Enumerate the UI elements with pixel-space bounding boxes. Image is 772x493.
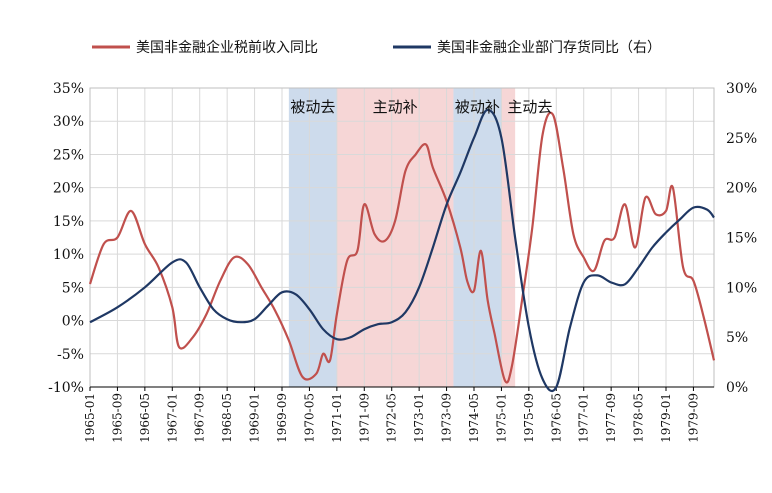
x-tick-label: 1979-09 xyxy=(686,393,700,443)
region-labels: 被动去 主动补 被动补 主动去 xyxy=(290,98,552,116)
y-right-tick-label: 10% xyxy=(726,280,757,296)
y-left-tick-label: 20% xyxy=(53,181,84,197)
region-active-1 xyxy=(336,88,454,387)
legend-label-inventory: 美国非金融企业部门存货同比（右） xyxy=(437,39,661,56)
region-label: 被动去 xyxy=(290,98,335,116)
y-left-tick-label: 30% xyxy=(53,114,84,130)
y-right-tick-label: 20% xyxy=(726,181,757,197)
y-left-tick-label: 35% xyxy=(53,81,84,97)
y-axis-right: 30% 25% 20% 15% 10% 5% 0% xyxy=(726,81,757,396)
x-axis: 1965-01 1965-09 1966-05 1967-01 1967-09 1968-… xyxy=(83,386,714,443)
x-tick-label: 1969-09 xyxy=(275,393,289,443)
region-active-3 xyxy=(501,88,516,387)
y-right-tick-label: 0% xyxy=(726,380,748,396)
y-left-tick-label: 0% xyxy=(62,314,84,330)
gridlines xyxy=(89,87,715,388)
x-tick-label: 1970-05 xyxy=(302,393,316,443)
x-tick-label: 1977-09 xyxy=(604,393,618,443)
x-tick-label: 1965-09 xyxy=(110,393,124,443)
y-right-tick-label: 15% xyxy=(726,231,757,247)
x-tick-label: 1976-05 xyxy=(549,393,563,443)
x-tick-label: 1978-05 xyxy=(632,393,646,443)
y-right-tick-label: 25% xyxy=(726,131,757,147)
y-left-tick-label: 25% xyxy=(53,147,84,163)
x-tick-label: 1971-01 xyxy=(330,393,344,443)
region-label: 主动去 xyxy=(507,98,552,116)
x-tick-label: 1967-09 xyxy=(193,393,207,443)
x-tick-label: 1969-01 xyxy=(248,393,262,443)
y-axis-left: 35% 30% 25% 20% 15% 10% 5% 0% -5% -10% xyxy=(48,81,84,396)
x-tick-label: 1975-01 xyxy=(494,393,508,443)
series-line-inventory xyxy=(89,108,715,392)
y-left-tick-label: 10% xyxy=(53,247,84,263)
region-label: 被动补 xyxy=(455,98,500,116)
x-tick-label: 1973-01 xyxy=(412,393,426,443)
y-left-tick-label: -10% xyxy=(48,380,84,396)
x-tick-label: 1972-05 xyxy=(385,393,399,443)
legend-label-income: 美国非金融企业税前收入同比 xyxy=(136,39,318,56)
x-tick-label: 1979-01 xyxy=(659,393,673,443)
y-left-tick-label: 5% xyxy=(62,280,84,296)
x-tick-label: 1971-09 xyxy=(357,393,371,443)
y-right-tick-label: 5% xyxy=(726,330,748,346)
x-tick-label: 1974-05 xyxy=(467,393,481,443)
x-tick-label: 1966-05 xyxy=(138,393,152,443)
x-tick-label: 1965-01 xyxy=(83,393,97,443)
region-passive-0 xyxy=(288,88,337,387)
x-tick-label: 1977-01 xyxy=(577,393,591,443)
x-tick-label: 1973-09 xyxy=(440,393,454,443)
region-passive-2 xyxy=(453,88,502,387)
series-lines xyxy=(88,108,716,392)
x-tick-label: 1968-05 xyxy=(220,393,234,443)
x-tick-label: 1967-01 xyxy=(165,393,179,443)
x-tick-label: 1975-09 xyxy=(522,393,536,443)
y-left-tick-label: -5% xyxy=(57,347,84,363)
legend: 美国非金融企业税前收入同比 美国非金融企业部门存货同比（右） xyxy=(92,39,661,56)
shaded-regions xyxy=(288,88,516,387)
series-line-income xyxy=(88,111,716,384)
y-left-tick-label: 15% xyxy=(53,214,84,230)
y-right-tick-label: 30% xyxy=(726,81,757,97)
region-label: 主动补 xyxy=(373,98,418,116)
